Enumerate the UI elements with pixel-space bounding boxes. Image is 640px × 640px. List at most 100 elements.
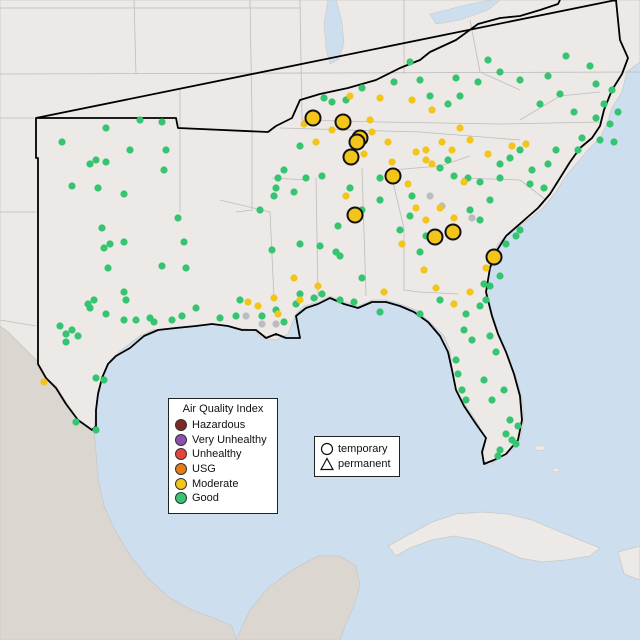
station-marker-good[interactable] — [452, 356, 460, 364]
station-marker-moderate[interactable] — [384, 138, 392, 146]
station-marker-good[interactable] — [236, 296, 244, 304]
station-marker-good[interactable] — [458, 386, 466, 394]
station-marker-good[interactable] — [552, 146, 560, 154]
station-marker-good[interactable] — [406, 58, 414, 66]
station-marker-good[interactable] — [86, 160, 94, 168]
station-marker-good[interactable] — [182, 264, 190, 272]
station-marker-good[interactable] — [456, 92, 464, 100]
station-marker-good[interactable] — [454, 370, 462, 378]
station-marker-moderate[interactable] — [244, 298, 252, 306]
station-marker-good[interactable] — [332, 248, 340, 256]
station-marker-good[interactable] — [528, 166, 536, 174]
station-marker-good[interactable] — [84, 300, 92, 308]
station-marker-good[interactable] — [56, 322, 64, 330]
station-marker-good[interactable] — [232, 312, 240, 320]
station-marker-good[interactable] — [270, 192, 278, 200]
station-marker-moderate[interactable] — [436, 204, 444, 212]
station-marker-good[interactable] — [120, 288, 128, 296]
station-marker-good[interactable] — [358, 84, 366, 92]
station-marker-moderate[interactable] — [296, 296, 304, 304]
station-marker-good[interactable] — [346, 184, 354, 192]
station-marker-moderate[interactable] — [460, 178, 468, 186]
station-marker-good[interactable] — [492, 348, 500, 356]
station-marker-good[interactable] — [376, 196, 384, 204]
station-marker-good[interactable] — [178, 312, 186, 320]
station-marker-good[interactable] — [610, 138, 618, 146]
station-marker-moderate[interactable] — [270, 294, 278, 302]
station-marker-good[interactable] — [102, 124, 110, 132]
station-marker-no-data[interactable] — [258, 320, 266, 328]
station-marker-good[interactable] — [336, 296, 344, 304]
station-marker-good[interactable] — [462, 310, 470, 318]
station-marker-good[interactable] — [376, 174, 384, 182]
station-marker-moderate[interactable] — [422, 156, 430, 164]
station-marker-good[interactable] — [290, 188, 298, 196]
station-marker-good[interactable] — [192, 304, 200, 312]
station-marker-good[interactable] — [474, 78, 482, 86]
station-marker-good[interactable] — [406, 212, 414, 220]
station-marker-good[interactable] — [318, 172, 326, 180]
station-marker-good[interactable] — [120, 316, 128, 324]
station-marker-moderate[interactable] — [412, 148, 420, 156]
station-marker-good[interactable] — [482, 296, 490, 304]
station-marker-good[interactable] — [480, 280, 488, 288]
station-marker-moderate[interactable] — [482, 264, 490, 272]
station-marker-good[interactable] — [120, 190, 128, 198]
station-marker-good[interactable] — [68, 182, 76, 190]
station-marker-good[interactable] — [320, 94, 328, 102]
station-marker-good[interactable] — [502, 240, 510, 248]
temporary-monitor-moderate[interactable] — [426, 228, 444, 246]
station-marker-moderate[interactable] — [290, 274, 298, 282]
station-marker-good[interactable] — [168, 316, 176, 324]
station-marker-good[interactable] — [280, 166, 288, 174]
station-marker-good[interactable] — [496, 68, 504, 76]
station-marker-good[interactable] — [58, 138, 66, 146]
station-marker-good[interactable] — [516, 146, 524, 154]
station-marker-good[interactable] — [158, 262, 166, 270]
station-marker-no-data[interactable] — [468, 214, 476, 222]
station-marker-moderate[interactable] — [40, 378, 48, 386]
station-marker-good[interactable] — [396, 226, 404, 234]
station-marker-moderate[interactable] — [254, 302, 262, 310]
station-marker-good[interactable] — [512, 232, 520, 240]
station-marker-good[interactable] — [162, 146, 170, 154]
station-marker-good[interactable] — [180, 238, 188, 246]
station-marker-good[interactable] — [68, 326, 76, 334]
station-marker-good[interactable] — [416, 248, 424, 256]
station-marker-moderate[interactable] — [360, 150, 368, 158]
station-marker-good[interactable] — [516, 76, 524, 84]
station-marker-good[interactable] — [416, 310, 424, 318]
temporary-monitor-moderate[interactable] — [342, 148, 360, 166]
station-marker-good[interactable] — [426, 92, 434, 100]
station-marker-moderate[interactable] — [484, 150, 492, 158]
station-marker-good[interactable] — [544, 72, 552, 80]
station-marker-moderate[interactable] — [376, 94, 384, 102]
station-marker-good[interactable] — [444, 156, 452, 164]
station-marker-moderate[interactable] — [522, 140, 530, 148]
station-marker-good[interactable] — [272, 184, 280, 192]
station-marker-good[interactable] — [506, 416, 514, 424]
temporary-monitor-moderate[interactable] — [444, 223, 462, 241]
station-marker-good[interactable] — [158, 118, 166, 126]
station-marker-good[interactable] — [596, 136, 604, 144]
station-marker-good[interactable] — [500, 386, 508, 394]
station-marker-good[interactable] — [280, 318, 288, 326]
station-marker-moderate[interactable] — [428, 160, 436, 168]
station-marker-moderate[interactable] — [408, 96, 416, 104]
station-marker-good[interactable] — [526, 180, 534, 188]
station-marker-moderate[interactable] — [368, 128, 376, 136]
station-marker-good[interactable] — [544, 160, 552, 168]
station-marker-good[interactable] — [334, 222, 342, 230]
station-marker-good[interactable] — [536, 100, 544, 108]
station-marker-good[interactable] — [62, 330, 70, 338]
station-marker-moderate[interactable] — [466, 136, 474, 144]
station-marker-good[interactable] — [104, 264, 112, 272]
station-marker-good[interactable] — [268, 246, 276, 254]
station-marker-moderate[interactable] — [312, 138, 320, 146]
temporary-monitor-moderate[interactable] — [384, 167, 402, 185]
station-marker-good[interactable] — [450, 172, 458, 180]
station-marker-good[interactable] — [496, 174, 504, 182]
station-marker-good[interactable] — [390, 78, 398, 86]
station-marker-good[interactable] — [408, 192, 416, 200]
